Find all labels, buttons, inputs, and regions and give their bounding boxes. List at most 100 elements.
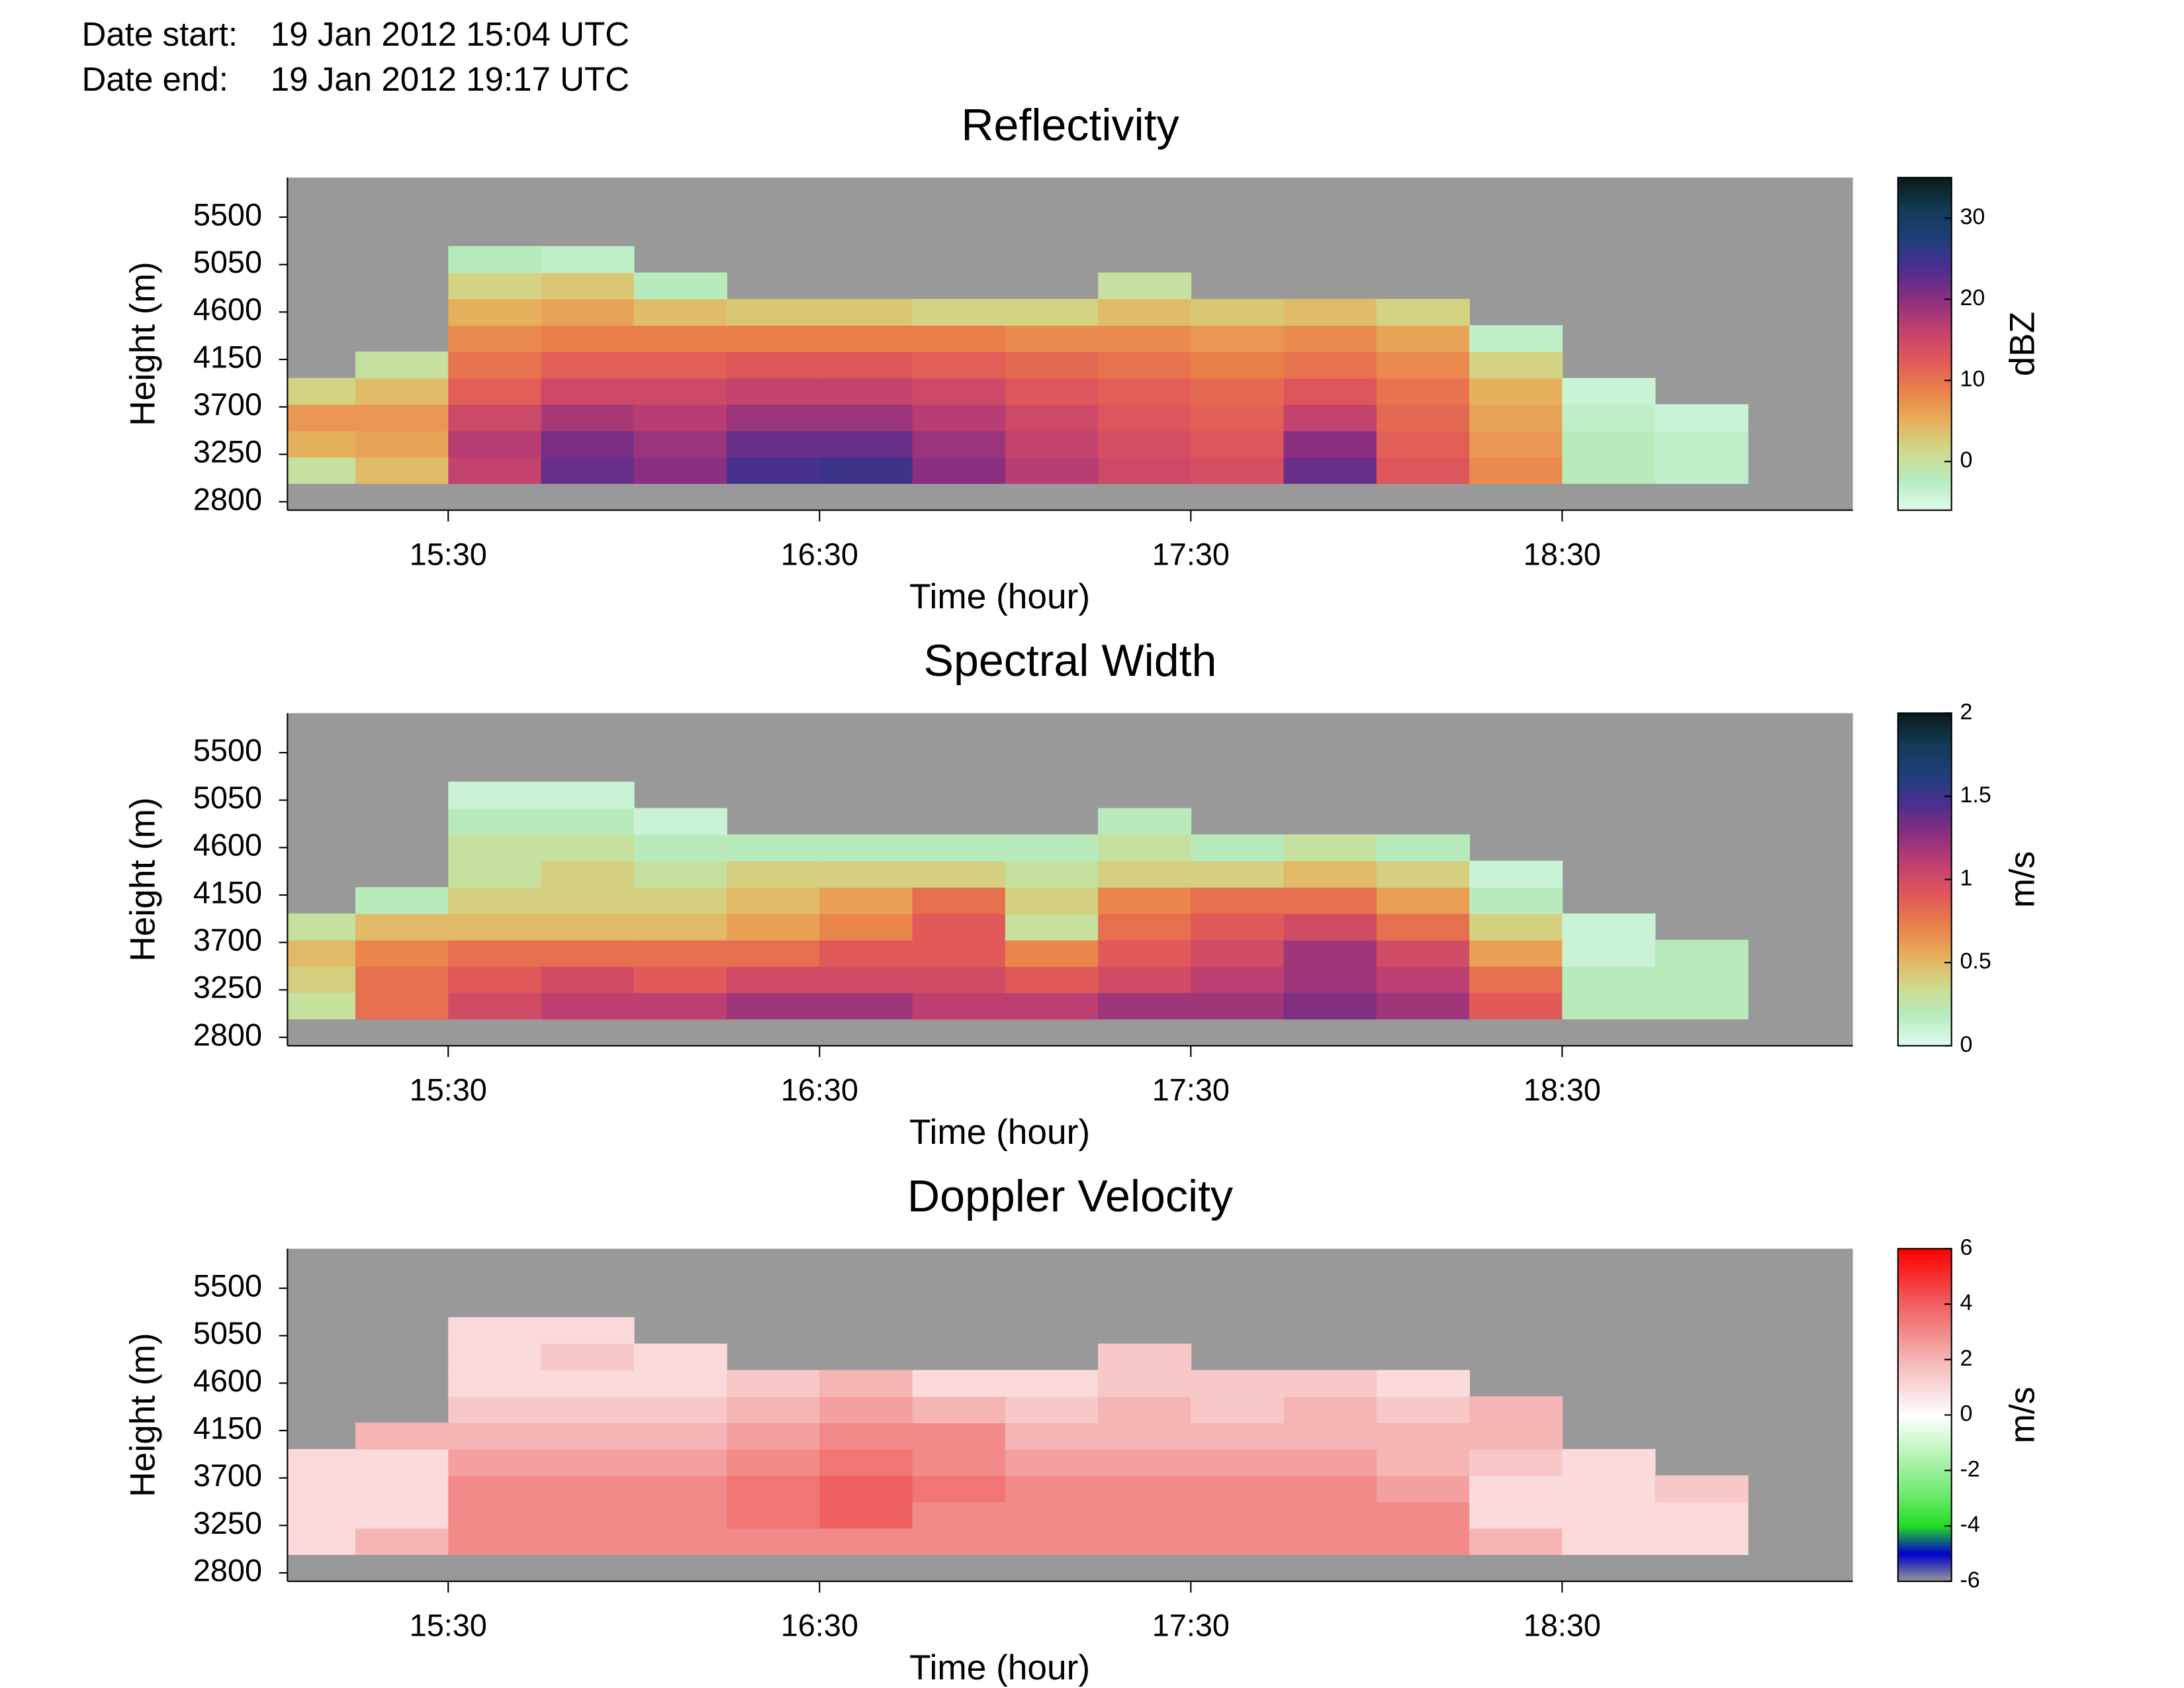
heatmap-cell: [1283, 887, 1377, 914]
heatmap-cell: [1562, 939, 1656, 967]
colorbar-strip: [1897, 765, 1952, 769]
heatmap-cell: [1283, 1370, 1377, 1397]
colorbar-strip: [1897, 1351, 1952, 1355]
colorbar-tick-label: -4: [1960, 1512, 1979, 1537]
date-end-value: 19 Jan 2012 19:17 UTC: [271, 60, 629, 98]
heatmap-cell: [633, 299, 727, 326]
colorbar-strip: [1897, 430, 1952, 434]
colorbar-strip: [1897, 1340, 1952, 1344]
heatmap-cell: [1098, 808, 1192, 835]
colorbar-strip: [1897, 1284, 1952, 1288]
heatmap-cell: [1098, 299, 1192, 326]
heatmap-cell: [541, 377, 635, 405]
heatmap-cell: [1005, 430, 1099, 458]
colorbar-strip: [1897, 1295, 1952, 1299]
heatmap-cell: [1376, 377, 1470, 405]
heatmap-cell: [1469, 1528, 1563, 1556]
heatmap-cell: [448, 913, 542, 941]
colorbar-strip: [1897, 846, 1952, 850]
colorbar-strip: [1897, 1293, 1952, 1297]
colorbar-strip: [1897, 1534, 1952, 1538]
colorbar-strip: [1897, 973, 1952, 977]
heatmap-cell: [819, 966, 913, 994]
colorbar-strip: [1897, 1417, 1952, 1421]
heatmap-cell: [1098, 1396, 1192, 1423]
colorbar-strip: [1897, 807, 1952, 811]
colorbar-strip: [1897, 1270, 1952, 1274]
heatmap-cell: [633, 966, 727, 994]
colorbar-strip: [1897, 457, 1952, 461]
colorbar-strip: [1897, 993, 1952, 997]
colorbar-strip: [1897, 965, 1952, 969]
heatmap-cell: [355, 404, 449, 432]
colorbar-tick-label: 30: [1960, 205, 1985, 230]
colorbar-strip: [1897, 962, 1952, 966]
colorbar-strip: [1897, 1498, 1952, 1502]
heatmap-cell: [1098, 1448, 1192, 1476]
colorbar-strip: [1897, 454, 1952, 458]
colorbar-strip: [1897, 1573, 1952, 1577]
heatmap-cell: [1376, 992, 1470, 1020]
heatmap-cell: [727, 966, 821, 994]
heatmap-cell: [912, 1423, 1006, 1450]
y-tick-label: 5050: [193, 245, 262, 279]
colorbar-strip: [1897, 374, 1952, 378]
heatmap-cell: [355, 1528, 449, 1556]
colorbar-strip: [1897, 1329, 1952, 1333]
colorbar-strip: [1897, 341, 1952, 345]
colorbar-strip: [1897, 810, 1952, 814]
colorbar-strip: [1897, 760, 1952, 764]
heatmap-cell: [1283, 1528, 1377, 1556]
heatmap-cell: [1376, 325, 1470, 352]
colorbar-strip: [1897, 246, 1952, 250]
colorbar-strip: [1897, 1376, 1952, 1380]
heatmap-cell: [912, 992, 1006, 1020]
heatmap-cell: [1376, 887, 1470, 914]
colorbar-strip: [1897, 260, 1952, 264]
heatmap-cell: [912, 377, 1006, 405]
heatmap-cell: [1098, 913, 1192, 941]
heatmap-cell: [1283, 861, 1377, 888]
colorbar-strip: [1897, 332, 1952, 336]
heatmap-cell: [287, 939, 356, 967]
heatmap-cell: [355, 966, 449, 994]
colorbar-strip: [1897, 241, 1952, 245]
heatmap-cell: [1376, 430, 1470, 458]
colorbar-strip: [1897, 1370, 1952, 1374]
y-tick-label: 3250: [193, 1506, 262, 1540]
heatmap-cell: [1005, 1448, 1099, 1476]
colorbar-strip: [1897, 727, 1952, 731]
colorbar-strip: [1897, 910, 1952, 914]
colorbar-strip: [1897, 1004, 1952, 1008]
heatmap-cell: [1469, 1423, 1563, 1450]
heatmap-cell: [1469, 966, 1563, 994]
colorbar-strip: [1897, 1031, 1952, 1035]
cells: [287, 1317, 1749, 1556]
colorbar-strip: [1897, 283, 1952, 287]
heatmap-cell: [1469, 913, 1563, 941]
colorbar-strip: [1897, 996, 1952, 1000]
y-axis-label: Height (m): [123, 1333, 162, 1497]
heatmap-cell: [1376, 352, 1470, 379]
heatmap-cell: [633, 1475, 727, 1503]
colorbar-strip: [1897, 1539, 1952, 1543]
colorbar-strip: [1897, 177, 1952, 181]
colorbar-strip: [1897, 363, 1952, 367]
heatmap-cell: [1376, 1475, 1470, 1503]
colorbar-strip: [1897, 213, 1952, 217]
colorbar-strip: [1897, 504, 1952, 508]
colorbar-strip: [1897, 355, 1952, 359]
heatmap-cell: [819, 939, 913, 967]
colorbar-strip: [1897, 863, 1952, 867]
colorbar-strip: [1897, 1331, 1952, 1335]
heatmap-cell: [727, 992, 821, 1020]
colorbar-strip: [1897, 391, 1952, 395]
heatmap-cell: [1005, 377, 1099, 405]
heatmap-cell: [633, 377, 727, 405]
heatmap-cell: [1098, 939, 1192, 967]
heatmap-cell: [1098, 1370, 1192, 1397]
heatmap-cell: [1469, 1396, 1563, 1423]
colorbar-strip: [1897, 957, 1952, 961]
heatmap-cell: [1283, 325, 1377, 352]
heatmap-cell: [448, 457, 542, 484]
